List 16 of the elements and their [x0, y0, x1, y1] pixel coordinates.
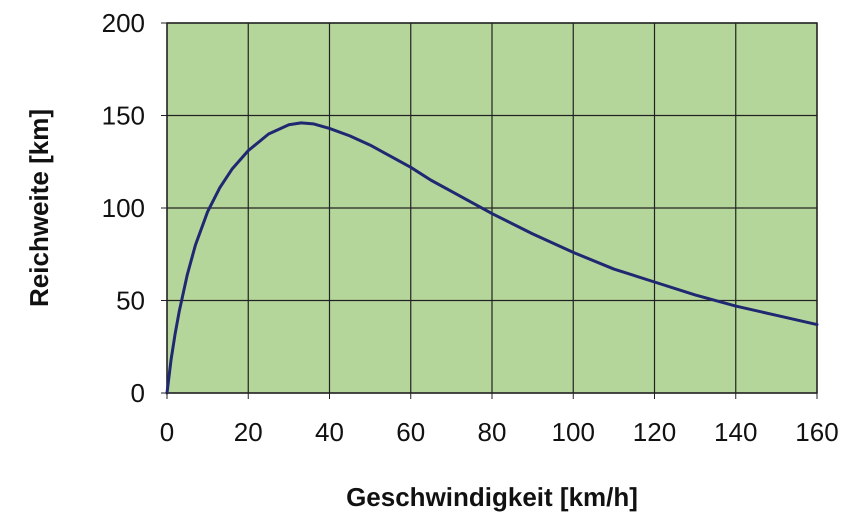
x-tick-label: 100 — [552, 417, 595, 447]
x-tick-label: 160 — [795, 417, 839, 447]
x-tick-label: 120 — [632, 417, 676, 447]
y-axis-title: Reichweite [km] — [24, 109, 54, 307]
x-tick-label: 80 — [478, 417, 506, 447]
x-tick-label: 0 — [160, 417, 174, 447]
y-tick-label: 150 — [102, 100, 145, 130]
y-tick-label: 100 — [102, 193, 145, 223]
x-tick-label: 60 — [396, 417, 426, 447]
y-tick-label: 0 — [130, 378, 145, 408]
x-tick-label: 140 — [714, 417, 758, 447]
x-tick-label: 20 — [234, 417, 263, 447]
y-tick-label: 50 — [116, 286, 145, 316]
x-tick-label: 40 — [315, 417, 344, 447]
y-tick-label: 200 — [102, 8, 145, 38]
x-axis-title: Geschwindigkeit [km/h] — [346, 482, 638, 512]
